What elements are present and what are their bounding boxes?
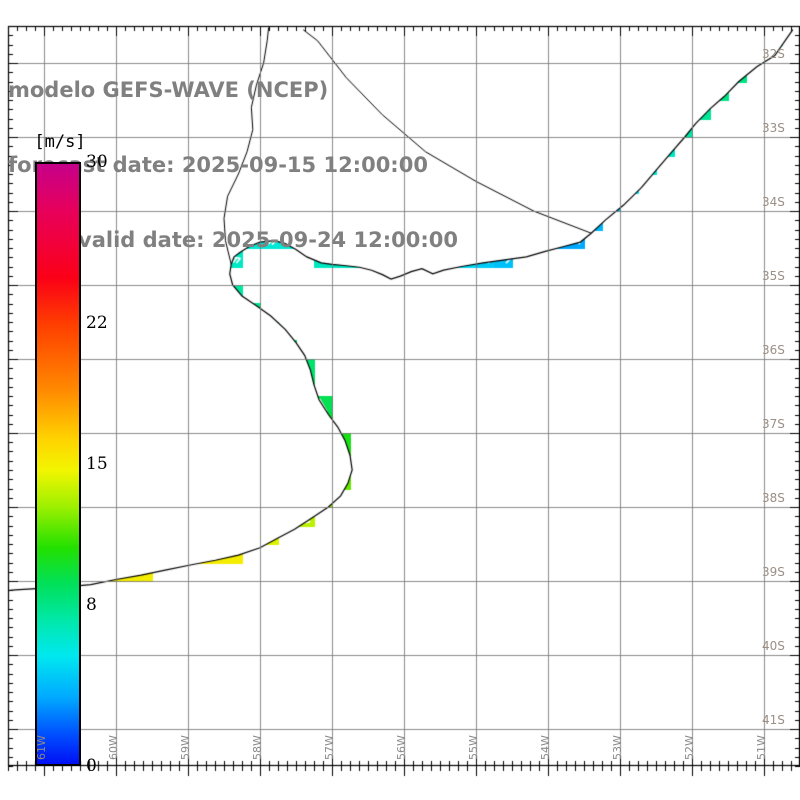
colorbar-unit-label: [m/s] [34,132,86,152]
colorbar-gradient [35,162,81,766]
colorbar-tick-0: 0 [86,756,97,776]
colorbar [35,162,81,766]
colorbar-tick-30: 30 [86,152,108,172]
colorbar-tick-15: 15 [86,454,108,474]
colorbar-tick-8: 8 [86,594,97,615]
colorbar-tick-22: 22 [86,313,108,334]
